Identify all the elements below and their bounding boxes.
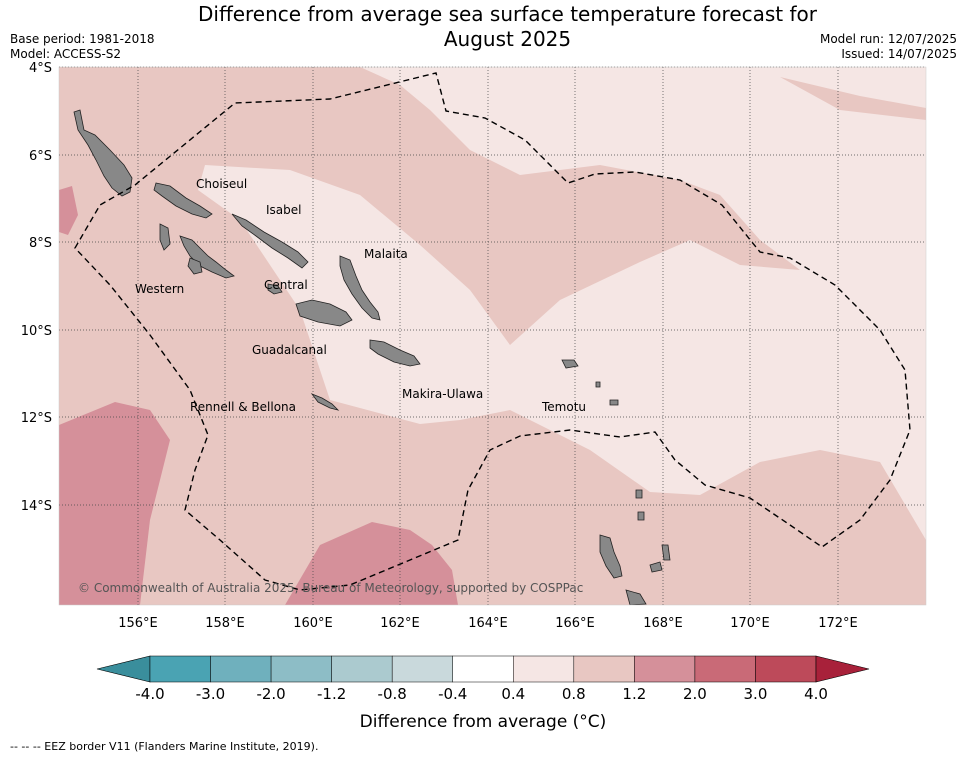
colorbar-tick-label: -0.8 — [378, 685, 407, 703]
colorbar-tick-label: 3.0 — [744, 685, 768, 703]
colorbar-cell — [331, 655, 393, 683]
province-labels: Choiseul Isabel Malaita Western Central … — [135, 177, 586, 414]
new-georgia-island — [179, 235, 235, 279]
anomaly-band-0.4-0.8 — [198, 67, 926, 540]
province-label-makira-ulawa: Makira-Ulawa — [402, 387, 483, 401]
colorbar-tick-label: -1.2 — [317, 685, 346, 703]
vanuatu-island-c — [635, 489, 643, 499]
colorbar-tick-label: 0.4 — [501, 685, 525, 703]
lat-tick-label: 6°S — [29, 149, 52, 164]
colorbar: -4.0 -3.0 -2.0 -1.2 -0.8 -0.4 0.4 0.8 1.2 2.0 3.0 4… — [96, 655, 870, 732]
eez-legend-note: -- -- -- EEZ border V11 (Flanders Marine… — [10, 740, 319, 753]
anomaly-band-1.2-2.0-west — [59, 402, 170, 605]
vanuatu-island-a — [625, 589, 647, 605]
colorbar-tick-label: 4.0 — [804, 685, 828, 703]
colorbar-cell — [634, 655, 696, 683]
colorbar-cell — [452, 655, 514, 683]
colorbar-cell — [391, 655, 453, 683]
colorbar-label: Difference from average (°C) — [360, 712, 607, 732]
colorbar-tick-label: 0.8 — [562, 685, 586, 703]
lon-tick-label: 166°E — [555, 616, 595, 631]
colorbar-cell — [573, 655, 635, 683]
solomon-islands-land — [73, 109, 671, 605]
colorbar-cells — [149, 655, 817, 683]
lon-tick-labels: 156°E 158°E 160°E 162°E 164°E 166°E 168°… — [118, 616, 858, 631]
vanuatu-island-e — [661, 544, 671, 561]
temotu-island-c — [609, 399, 619, 406]
eez-border — [74, 72, 911, 591]
province-label-central: Central — [264, 278, 308, 292]
province-label-isabel: Isabel — [266, 203, 301, 217]
temotu-island-a — [561, 359, 579, 369]
province-label-malaita: Malaita — [364, 247, 408, 261]
western-island-a — [159, 223, 171, 251]
isabel-island — [231, 213, 309, 269]
colorbar-cell — [210, 655, 272, 683]
colorbar-high-arrow — [815, 655, 870, 683]
western-island-b — [187, 257, 203, 275]
bougainville-island — [73, 109, 133, 197]
lat-tick-label: 10°S — [21, 324, 52, 339]
colorbar-tick-label: -2.0 — [256, 685, 285, 703]
lon-tick-label: 172°E — [818, 616, 858, 631]
province-label-rennell-bellona: Rennell & Bellona — [190, 400, 296, 414]
colorbar-tick-label: -4.0 — [135, 685, 164, 703]
model-name: Model: ACCESS-S2 — [10, 47, 122, 61]
meta-right: Model run: 12/07/2025 Issued: 14/07/2025 — [820, 32, 957, 62]
colorbar-cell — [755, 655, 817, 683]
lon-tick-label: 168°E — [643, 616, 683, 631]
province-label-temotu: Temotu — [541, 400, 586, 414]
colorbar-cell — [694, 655, 756, 683]
lon-tick-label: 162°E — [380, 616, 420, 631]
colorbar-tick-label: 2.0 — [683, 685, 707, 703]
meta-left: Base period: 1981-2018 Model: ACCESS-S2 — [10, 32, 155, 62]
vanuatu-island-d — [637, 511, 645, 521]
choiseul-island — [153, 182, 213, 219]
anomaly-fill — [59, 67, 926, 605]
rennell-island — [310, 393, 340, 411]
title-line-2: August 2025 — [443, 27, 572, 51]
title-line-1: Difference from average sea surface temp… — [197, 2, 817, 26]
colorbar-tick-label: 1.2 — [622, 685, 646, 703]
temotu-island-b — [595, 381, 601, 388]
copyright-text: © Commonwealth of Australia 2025, Bureau… — [78, 581, 583, 595]
province-label-guadalcanal: Guadalcanal — [252, 343, 327, 357]
colorbar-tick-label: -0.4 — [438, 685, 467, 703]
province-label-choiseul: Choiseul — [196, 177, 247, 191]
anomaly-band-1.2-2.0-northwest — [59, 186, 78, 235]
lon-tick-label: 158°E — [205, 616, 245, 631]
guadalcanal-island — [295, 299, 353, 327]
colorbar-cell — [149, 655, 211, 683]
colorbar-cell — [270, 655, 332, 683]
lon-tick-label: 164°E — [468, 616, 508, 631]
issued-date: Issued: 14/07/2025 — [841, 47, 957, 61]
base-period: Base period: 1981-2018 — [10, 32, 155, 46]
map-title: Difference from average sea surface temp… — [170, 2, 845, 52]
lat-tick-label: 12°S — [21, 411, 52, 426]
colorbar-tick-labels: -4.0 -3.0 -2.0 -1.2 -0.8 -0.4 0.4 0.8 1.2 2.0 3.0 4… — [135, 685, 828, 703]
anomaly-band-1.2-2.0-south — [285, 522, 458, 605]
lon-tick-label: 156°E — [118, 616, 158, 631]
vanuatu-espiritu-santo — [599, 534, 623, 579]
province-label-western: Western — [135, 282, 184, 296]
lat-tick-label: 4°S — [29, 61, 52, 76]
plot-frame — [58, 66, 927, 606]
lat-tick-labels: 4°S 6°S 8°S 10°S 12°S 14°S — [21, 61, 52, 514]
vanuatu-island-b — [649, 561, 663, 573]
malaita-island — [339, 255, 381, 321]
colorbar-tick-label: -3.0 — [196, 685, 225, 703]
model-run: Model run: 12/07/2025 — [819, 32, 957, 46]
central-island — [267, 283, 283, 295]
colorbar-low-arrow — [96, 655, 151, 683]
lat-tick-label: 8°S — [29, 236, 52, 251]
lon-tick-label: 160°E — [293, 616, 333, 631]
lat-tick-label: 14°S — [21, 499, 52, 514]
lon-tick-label: 170°E — [730, 616, 770, 631]
makira-island — [369, 339, 421, 367]
colorbar-cell — [513, 655, 575, 683]
